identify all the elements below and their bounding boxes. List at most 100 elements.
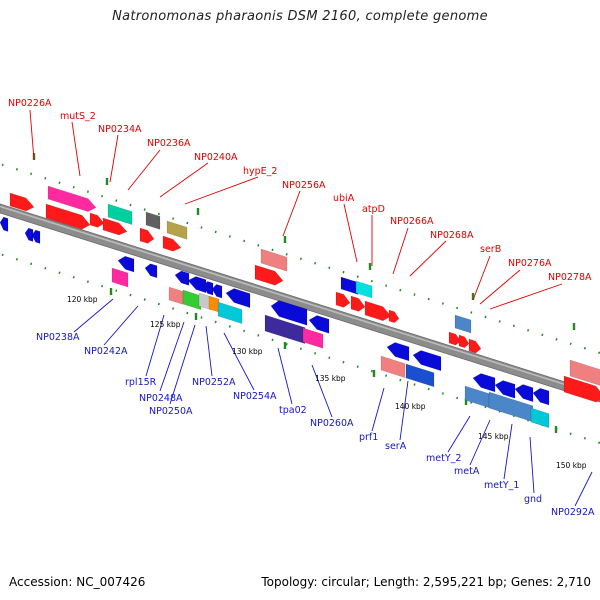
gene-arrow [225, 288, 251, 309]
gene-arrow [111, 267, 129, 288]
gene-arrow [350, 295, 366, 312]
gene-label-bottom: metA [454, 466, 480, 477]
leader-line-bottom [103, 305, 139, 346]
gene-arrow [144, 263, 158, 279]
kbp-mark-label: 145 kbp [478, 432, 509, 441]
gene-label-bottom: gnd [524, 494, 542, 505]
gene-arrow [405, 363, 435, 388]
gene-arrow [264, 314, 306, 345]
gene-arrow [187, 276, 207, 294]
gene-arrow [139, 227, 155, 244]
leader-line-top [489, 283, 563, 310]
gene-arrow [412, 350, 442, 372]
gene-label-top: NP0278A [548, 272, 592, 283]
gene-arrow [472, 373, 496, 393]
leader-line-bottom [205, 325, 213, 377]
gene-arrow [182, 289, 202, 311]
gene-arrow [270, 300, 308, 326]
gene-arrow [335, 291, 351, 308]
gene-arrow [340, 276, 359, 295]
gene-arrow [47, 185, 97, 212]
kbp-mark-label: 140 kbp [395, 402, 426, 411]
gene-arrow [448, 331, 462, 346]
gene-arrow [31, 229, 41, 244]
leader-line-top [343, 203, 358, 263]
kbp-mark-label: 150 kbp [556, 461, 587, 470]
accession-text: Accession: NC_007426 [9, 575, 146, 589]
gene-arrow [168, 286, 184, 305]
gene-arrow [494, 380, 516, 399]
gene-arrow [208, 295, 220, 313]
leader-line-top [392, 227, 409, 275]
gene-arrow [9, 192, 35, 212]
leader-line-bottom [574, 471, 593, 507]
leader-line-top [479, 269, 521, 305]
gene-arrow [198, 292, 212, 311]
leader-line-bottom [223, 332, 255, 391]
genome-backbone [0, 203, 600, 403]
gene-arrow [0, 216, 9, 232]
gene-arrow [388, 309, 400, 324]
gene-label-bottom: metY_2 [426, 453, 461, 464]
leader-line-top [282, 190, 301, 237]
leader-line-top [29, 109, 35, 161]
kbp-mark-label: 135 kbp [315, 374, 346, 383]
gene-arrow [211, 284, 223, 299]
leader-line-bottom [159, 321, 185, 392]
gene-arrow [174, 270, 190, 286]
gene-label-bottom: rpl15R [125, 377, 157, 388]
gene-label-top: NP0268A [430, 230, 474, 241]
leader-line-bottom [469, 419, 491, 466]
gene-label-bottom: tpa02 [279, 405, 307, 416]
leader-line-bottom [145, 314, 165, 377]
gene-label-top: NP0276A [508, 258, 552, 269]
leader-line-top [472, 255, 491, 301]
gene-label-bottom: prf1 [359, 432, 378, 443]
gene-label-bottom: NP0254A [233, 391, 277, 402]
gene-label-top: NP0256A [282, 180, 326, 191]
gene-label-bottom: NP0260A [310, 418, 354, 429]
gene-arrow [454, 314, 472, 334]
gene-arrow [117, 255, 135, 273]
gene-arrow [260, 248, 288, 272]
gene-arrow [145, 211, 161, 230]
leader-line-bottom [447, 415, 471, 453]
gene-label-bottom: NP0238A [36, 332, 80, 343]
gene-label-bottom: metY_1 [484, 480, 519, 491]
kbp-mark-label: 120 kbp [67, 295, 98, 304]
gene-arrow [302, 327, 324, 349]
label-leaders [29, 109, 593, 507]
tick-marks [1, 153, 600, 444]
gene-arrow [162, 235, 182, 252]
gene-arrow [89, 212, 105, 228]
gene-arrow [380, 355, 406, 379]
leader-line-bottom [529, 436, 535, 494]
gene-label-bottom: NP0292A [551, 507, 595, 518]
gene-arrow [102, 217, 128, 236]
gene-label-top: hypE_2 [243, 166, 277, 177]
gene-arrow [458, 334, 470, 349]
gene-label-bottom: NP0248A [139, 393, 183, 404]
gene-label-top: NP0234A [98, 124, 142, 135]
leader-line-top [127, 149, 161, 191]
gene-label-top: mutS_2 [60, 111, 96, 122]
leader-line-bottom [169, 324, 196, 405]
gene-arrow [364, 300, 392, 322]
leader-line-bottom [277, 347, 293, 405]
leader-line-bottom [503, 423, 513, 480]
leader-line-top [109, 134, 119, 183]
gene-arrow [107, 203, 133, 226]
gene-arrow [569, 359, 600, 386]
leader-line-top [184, 176, 259, 205]
gene-label-top: NP0226A [8, 98, 52, 109]
gene-arrow [532, 387, 550, 406]
gene-arrow [355, 280, 373, 299]
gene-arrow [563, 375, 600, 403]
gene-label-bottom: NP0250A [149, 406, 193, 417]
leader-line-top [71, 121, 81, 177]
gene-arrow [468, 338, 482, 354]
gene-arrow [308, 315, 330, 334]
leader-line-bottom [73, 298, 114, 333]
leader-line-bottom [311, 364, 333, 418]
